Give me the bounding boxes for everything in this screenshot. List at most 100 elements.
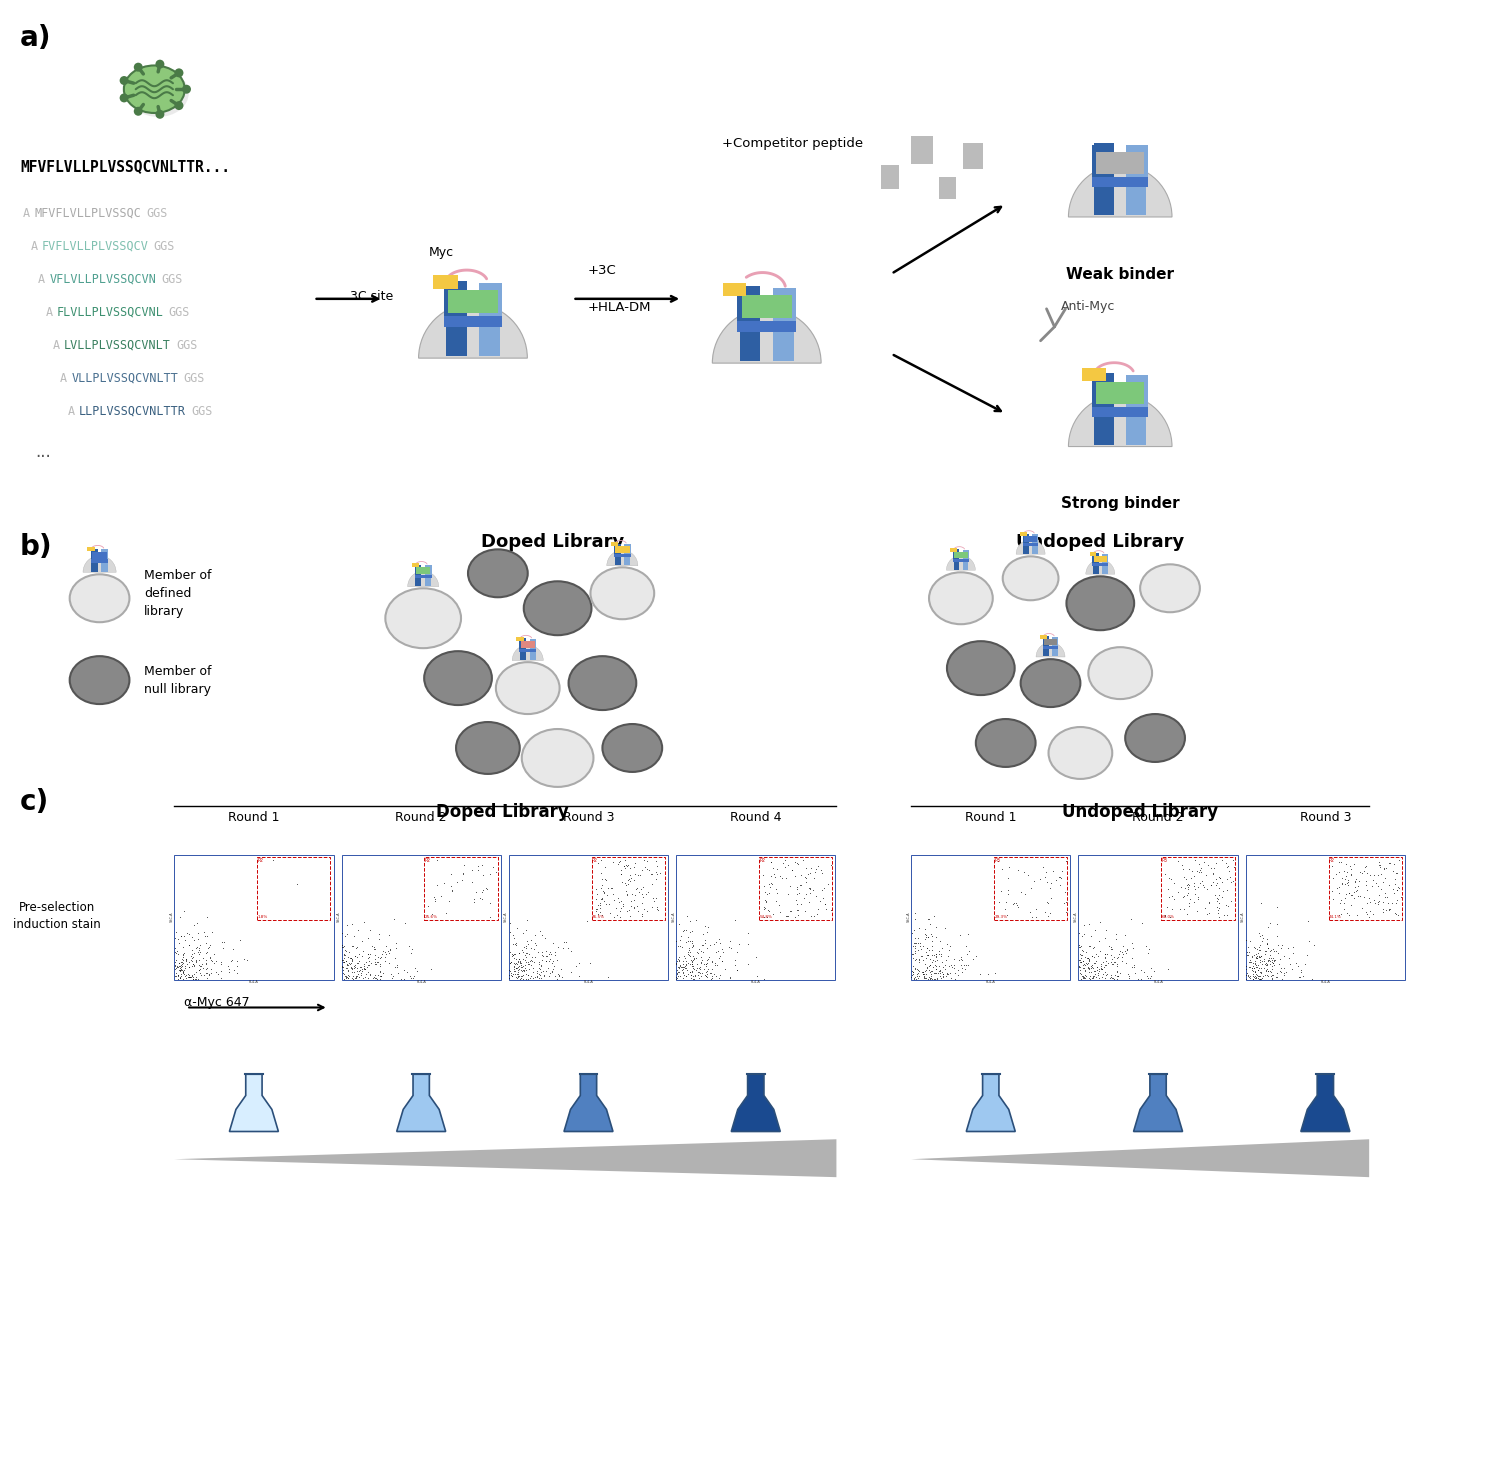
Ellipse shape bbox=[134, 62, 142, 71]
Point bbox=[1154, 863, 1178, 887]
Point bbox=[1186, 860, 1210, 884]
Point bbox=[498, 910, 522, 934]
Point bbox=[802, 905, 826, 928]
Point bbox=[1071, 953, 1095, 977]
Point bbox=[718, 965, 742, 989]
Point bbox=[1268, 952, 1292, 975]
Point bbox=[1245, 964, 1269, 987]
Point bbox=[918, 953, 942, 977]
Point bbox=[704, 964, 728, 987]
Point bbox=[506, 952, 530, 975]
FancyBboxPatch shape bbox=[1032, 538, 1038, 554]
Point bbox=[1120, 946, 1144, 970]
Point bbox=[537, 965, 561, 989]
Point bbox=[507, 949, 531, 973]
Point bbox=[1296, 943, 1320, 967]
Point bbox=[1360, 873, 1384, 897]
Point bbox=[178, 965, 203, 989]
Point bbox=[1204, 873, 1228, 897]
Point bbox=[1238, 955, 1262, 978]
Point bbox=[382, 956, 406, 980]
Point bbox=[902, 967, 926, 990]
Point bbox=[1262, 940, 1286, 964]
Point bbox=[362, 936, 386, 959]
Text: Undoped Library: Undoped Library bbox=[1062, 803, 1218, 820]
Point bbox=[1370, 862, 1394, 885]
Point bbox=[700, 967, 724, 990]
Bar bbox=[509, 854, 668, 980]
FancyBboxPatch shape bbox=[92, 548, 98, 572]
Point bbox=[225, 955, 249, 978]
Point bbox=[1197, 891, 1221, 915]
Point bbox=[1366, 890, 1390, 913]
Point bbox=[588, 894, 612, 918]
Point bbox=[672, 944, 696, 968]
Point bbox=[357, 953, 381, 977]
Point bbox=[1076, 952, 1100, 975]
Point bbox=[165, 956, 189, 980]
Point bbox=[1263, 965, 1287, 989]
Point bbox=[500, 944, 523, 968]
Point bbox=[634, 850, 658, 873]
Point bbox=[526, 952, 550, 975]
Point bbox=[1070, 939, 1094, 962]
Point bbox=[171, 967, 195, 990]
Point bbox=[1186, 885, 1210, 909]
Ellipse shape bbox=[496, 662, 560, 714]
Bar bbox=[759, 857, 833, 919]
Point bbox=[903, 934, 927, 958]
Point bbox=[520, 956, 544, 980]
Point bbox=[1071, 949, 1095, 973]
Point bbox=[220, 949, 245, 973]
Point bbox=[696, 949, 720, 973]
Point bbox=[680, 949, 703, 973]
Point bbox=[668, 928, 692, 952]
Point bbox=[933, 953, 957, 977]
Point bbox=[504, 956, 528, 980]
Point bbox=[921, 950, 945, 974]
Point bbox=[933, 958, 957, 981]
Point bbox=[1262, 949, 1286, 973]
Point bbox=[1024, 897, 1048, 921]
Point bbox=[1238, 955, 1262, 978]
Point bbox=[1089, 958, 1113, 981]
Point bbox=[368, 961, 392, 984]
Point bbox=[776, 905, 800, 928]
Point bbox=[924, 944, 948, 968]
Ellipse shape bbox=[522, 729, 594, 786]
Point bbox=[1244, 941, 1268, 965]
Point bbox=[209, 950, 232, 974]
Point bbox=[609, 905, 633, 928]
Point bbox=[1328, 850, 1352, 873]
Point bbox=[939, 967, 963, 990]
Point bbox=[514, 959, 538, 983]
Point bbox=[1335, 860, 1359, 884]
Point bbox=[188, 941, 211, 965]
Point bbox=[1089, 956, 1113, 980]
Point bbox=[1082, 956, 1106, 980]
Point bbox=[1250, 967, 1274, 990]
Point bbox=[195, 956, 219, 980]
Point bbox=[1206, 885, 1230, 909]
Point bbox=[1251, 964, 1275, 987]
Point bbox=[1202, 863, 1225, 887]
Point bbox=[1344, 879, 1368, 903]
Point bbox=[1250, 930, 1274, 953]
Point bbox=[993, 897, 1017, 921]
Point bbox=[688, 961, 712, 984]
Point bbox=[1239, 958, 1263, 981]
Point bbox=[718, 930, 742, 953]
Point bbox=[700, 958, 724, 981]
Point bbox=[1071, 965, 1095, 989]
Point bbox=[612, 894, 636, 918]
Point bbox=[504, 959, 528, 983]
Point bbox=[333, 950, 357, 974]
Point bbox=[333, 934, 357, 958]
Point bbox=[753, 967, 777, 990]
FancyBboxPatch shape bbox=[1052, 637, 1059, 646]
Point bbox=[922, 961, 946, 984]
Point bbox=[916, 925, 940, 949]
Point bbox=[1070, 965, 1094, 989]
Point bbox=[1244, 962, 1268, 986]
Point bbox=[1264, 896, 1288, 919]
